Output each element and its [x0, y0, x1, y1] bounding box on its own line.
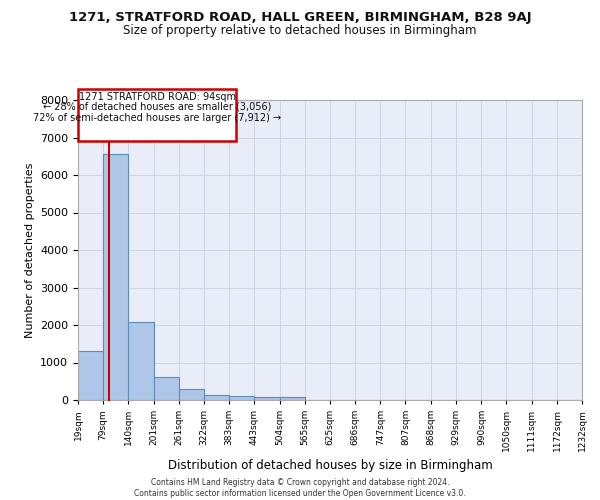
Text: Size of property relative to detached houses in Birmingham: Size of property relative to detached ho… [123, 24, 477, 37]
Bar [78, 351, 103, 400]
Bar [154, 377, 179, 400]
Bar [204, 395, 229, 400]
X-axis label: Distribution of detached houses by size in Birmingham: Distribution of detached houses by size … [167, 460, 493, 472]
Text: 72% of semi-detached houses are larger (7,912) →: 72% of semi-detached houses are larger (… [33, 113, 281, 123]
Y-axis label: Number of detached properties: Number of detached properties [25, 162, 35, 338]
Text: 1271 STRATFORD ROAD: 94sqm: 1271 STRATFORD ROAD: 94sqm [79, 92, 236, 102]
Bar [103, 154, 128, 400]
Text: ← 28% of detached houses are smaller (3,056): ← 28% of detached houses are smaller (3,… [43, 102, 271, 112]
Text: 1271, STRATFORD ROAD, HALL GREEN, BIRMINGHAM, B28 9AJ: 1271, STRATFORD ROAD, HALL GREEN, BIRMIN… [68, 11, 532, 24]
Bar [179, 389, 204, 400]
Bar [128, 322, 154, 400]
Bar [280, 397, 305, 400]
Text: Contains HM Land Registry data © Crown copyright and database right 2024.
Contai: Contains HM Land Registry data © Crown c… [134, 478, 466, 498]
Bar [229, 396, 254, 400]
Bar [78, 89, 236, 141]
Bar [254, 397, 280, 400]
